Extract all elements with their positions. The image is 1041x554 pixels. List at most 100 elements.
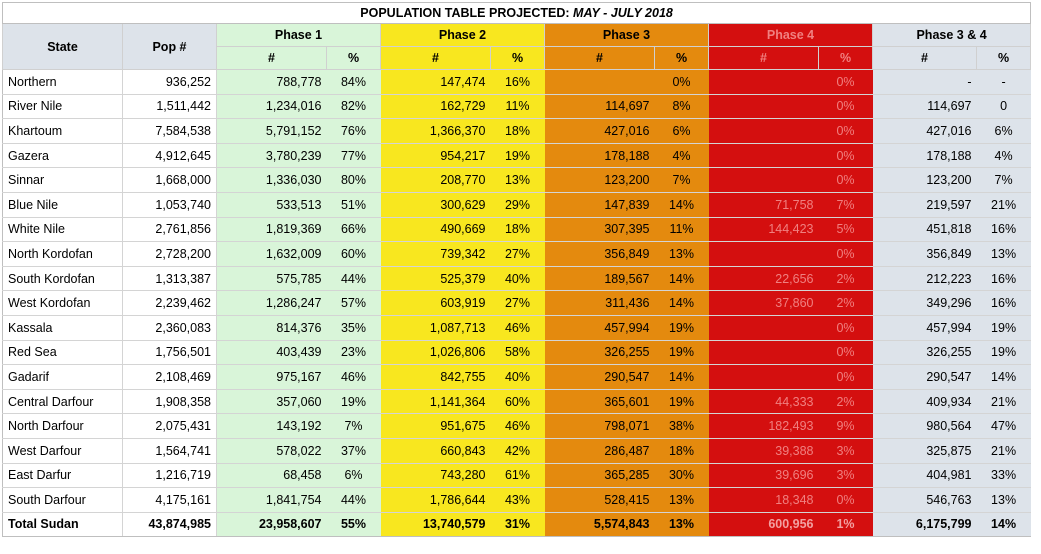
cell-p2: 1,366,370 (380, 118, 491, 144)
cell-state: Northern (2, 69, 123, 95)
cell-p4p: 0% (818, 315, 873, 341)
cell-p3p: 14% (654, 364, 709, 390)
cell-state: Khartoum (2, 118, 123, 144)
cell-p1: 143,192 (216, 413, 327, 439)
cell-p1: 357,060 (216, 389, 327, 415)
cell-p34: 123,200 (872, 167, 977, 193)
cell-p2p: 13% (490, 167, 545, 193)
cell-p34: 980,564 (872, 413, 977, 439)
cell-p2: 739,342 (380, 241, 491, 267)
header-phase1: Phase 1 (216, 23, 381, 47)
cell-p1: 575,785 (216, 266, 327, 292)
cell-p2: 954,217 (380, 143, 491, 169)
cell-p1p: 44% (326, 266, 381, 292)
cell-p3: 326,255 (544, 340, 655, 366)
cell-p1p: 84% (326, 69, 381, 95)
cell-p1: 578,022 (216, 438, 327, 464)
header-phase4: Phase 4 (708, 23, 873, 47)
cell-p4p: 7% (818, 192, 873, 218)
cell-state: Total Sudan (2, 512, 123, 538)
cell-pop: 7,584,538 (122, 118, 217, 144)
header-phase1-num: # (216, 46, 327, 70)
cell-p3p: 13% (654, 241, 709, 267)
header-phase4-num: # (708, 46, 819, 70)
cell-p3p: 13% (654, 487, 709, 513)
table-row: River Nile 1,511,442 1,234,016 82% 162,729 11… (2, 94, 1031, 120)
cell-p3p: 19% (654, 315, 709, 341)
cell-p4: 39,696 (708, 463, 819, 489)
cell-p34p: 16% (976, 266, 1031, 292)
cell-state: South Darfour (2, 487, 123, 513)
cell-p3p: 14% (654, 290, 709, 316)
cell-pop: 2,108,469 (122, 364, 217, 390)
cell-p34: 326,255 (872, 340, 977, 366)
table-body: Northern 936,252 788,778 84% 147,474 16% 0% 0% -… (2, 69, 1031, 538)
header-phase34: Phase 3 & 4 (871, 23, 1032, 47)
header-phase2-num: # (380, 46, 491, 70)
cell-p1p: 55% (326, 512, 381, 538)
cell-p2p: 18% (490, 217, 545, 243)
cell-p34: 356,849 (872, 241, 977, 267)
cell-p3p: 11% (654, 217, 709, 243)
header-phase3: Phase 3 (544, 23, 709, 47)
cell-p1: 23,958,607 (216, 512, 327, 538)
cell-p34p: - (976, 69, 1031, 95)
cell-p4: 144,423 (708, 217, 819, 243)
cell-p4p: 0% (818, 167, 873, 193)
cell-p3 (544, 69, 655, 95)
cell-p34p: 19% (976, 315, 1031, 341)
cell-state: East Darfur (2, 463, 123, 489)
cell-p2: 842,755 (380, 364, 491, 390)
cell-p1p: 66% (326, 217, 381, 243)
table-row: West Darfour 1,564,741 578,022 37% 660,843 42… (2, 438, 1031, 464)
cell-p2: 1,141,364 (380, 389, 491, 415)
cell-p4p: 9% (818, 413, 873, 439)
cell-p1: 814,376 (216, 315, 327, 341)
cell-p1p: 44% (326, 487, 381, 513)
cell-p4p: 0% (818, 118, 873, 144)
cell-p1p: 80% (326, 167, 381, 193)
cell-p4 (708, 167, 819, 193)
cell-p34p: 13% (976, 487, 1031, 513)
cell-p34: 546,763 (872, 487, 977, 513)
cell-p3: 311,436 (544, 290, 655, 316)
header-phase34-pct: % (975, 46, 1032, 70)
cell-p4p: 5% (818, 217, 873, 243)
cell-p34: 349,296 (872, 290, 977, 316)
cell-p2p: 43% (490, 487, 545, 513)
cell-pop: 1,564,741 (122, 438, 217, 464)
cell-p1p: 23% (326, 340, 381, 366)
cell-p2p: 46% (490, 413, 545, 439)
cell-pop: 2,761,856 (122, 217, 217, 243)
table-row: Khartoum 7,584,538 5,791,152 76% 1,366,370 18… (2, 118, 1031, 144)
cell-p3: 147,839 (544, 192, 655, 218)
cell-p1: 68,458 (216, 463, 327, 489)
cell-p3p: 8% (654, 94, 709, 120)
table-row: Central Darfour 1,908,358 357,060 19% 1,141,… (2, 389, 1031, 415)
cell-pop: 2,728,200 (122, 241, 217, 267)
title-period: MAY - JULY 2018 (573, 6, 673, 20)
cell-p3: 114,697 (544, 94, 655, 120)
cell-p1: 403,439 (216, 340, 327, 366)
header-phase2-pct: % (490, 46, 545, 70)
cell-p1p: 77% (326, 143, 381, 169)
cell-p3: 123,200 (544, 167, 655, 193)
cell-p4p: 0% (818, 340, 873, 366)
cell-p2: 1,087,713 (380, 315, 491, 341)
cell-p4: 37,860 (708, 290, 819, 316)
cell-p34: 404,981 (872, 463, 977, 489)
cell-p3: 798,071 (544, 413, 655, 439)
cell-p1: 1,632,009 (216, 241, 327, 267)
cell-p3p: 19% (654, 389, 709, 415)
cell-p4p: 0% (818, 364, 873, 390)
cell-p2p: 40% (490, 266, 545, 292)
table-row: Red Sea 1,756,501 403,439 23% 1,026,806 58% 32… (2, 340, 1031, 366)
cell-p3: 5,574,843 (544, 512, 655, 538)
cell-p34: 114,697 (872, 94, 977, 120)
cell-p3p: 7% (654, 167, 709, 193)
cell-p34: 427,016 (872, 118, 977, 144)
cell-p3: 178,188 (544, 143, 655, 169)
title-prefix: POPULATION TABLE PROJECTED: (360, 6, 574, 20)
cell-state: White Nile (2, 217, 123, 243)
table-row: South Kordofan 1,313,387 575,785 44% 525,379… (2, 266, 1031, 292)
